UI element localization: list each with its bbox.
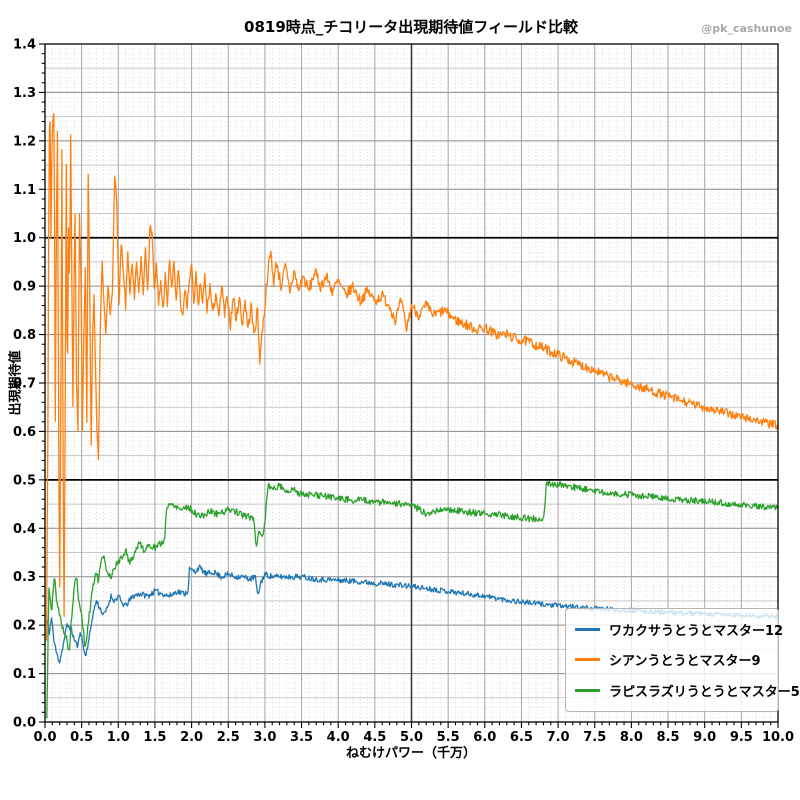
y-tick-label: 0.0	[13, 716, 36, 731]
x-tick-label: 8.5	[657, 730, 680, 745]
x-tick-label: 5.5	[437, 730, 460, 745]
legend-item-0: ワカクサうとうとマスター12	[575, 620, 783, 639]
y-tick-label: 0.4	[13, 522, 36, 537]
x-tick-label: 2.0	[180, 730, 203, 745]
x-tick-label: 9.5	[730, 730, 753, 745]
chart-title: 0819時点_チコリータ出現期待値フィールド比較	[244, 18, 578, 36]
x-tick-label: 5.0	[400, 730, 423, 745]
y-tick-label: 0.2	[13, 619, 36, 634]
x-tick-label: 3.0	[253, 730, 276, 745]
y-tick-label: 0.9	[13, 280, 36, 295]
y-tick-label: 0.8	[13, 328, 36, 343]
legend-label-0: ワカクサうとうとマスター12	[609, 623, 784, 639]
legend-label-1: シアンうとうとマスター9	[609, 654, 761, 670]
x-tick-label: 2.5	[217, 730, 240, 745]
x-tick-label: 10.0	[762, 730, 794, 745]
y-tick-label: 1.0	[13, 231, 36, 246]
x-tick-label: 7.0	[547, 730, 570, 745]
legend-item-2: ラピスラズリうとうとマスター5	[575, 681, 800, 700]
tick-labels: 0.0 0.5 1.0 1.5 2.0 2.5 3.0 3.5 4.0 4.5 5.0 5.5 6.0 6…	[13, 38, 794, 746]
x-tick-label: 4.5	[363, 730, 386, 745]
legend-box: ワカクサうとうとマスター12 シアンうとうとマスター9 ラピスラズリうとうとマスター…	[565, 608, 800, 712]
x-tick-label: 0.5	[70, 730, 93, 745]
x-tick-label: 8.0	[620, 730, 643, 745]
tick-marks	[39, 43, 779, 728]
grid-layer	[45, 44, 778, 722]
x-tick-label: 1.0	[107, 730, 130, 745]
watermark: @pk_cashunoe	[701, 22, 792, 35]
y-tick-label: 0.1	[13, 667, 36, 682]
y-tick-label: 0.7	[13, 377, 36, 392]
x-axis-label: ねむけパワー（千万）	[345, 746, 476, 761]
legend-label-2: ラピスラズリうとうとマスター5	[609, 685, 800, 701]
y-tick-label: 1.4	[13, 38, 36, 53]
reference-lines	[45, 44, 778, 722]
x-tick-label: 4.0	[327, 730, 350, 745]
y-axis-label: 出現期待値	[8, 350, 24, 416]
y-tick-label: 0.3	[13, 570, 36, 585]
x-tick-label: 3.5	[290, 730, 313, 745]
x-tick-label: 6.0	[473, 730, 496, 745]
y-tick-label: 1.2	[13, 134, 36, 149]
y-tick-label: 0.6	[13, 425, 36, 440]
legend-swatch-0	[575, 627, 600, 631]
x-tick-label: 6.5	[510, 730, 533, 745]
x-tick-label: 1.5	[143, 730, 166, 745]
series-line-2	[46, 480, 778, 719]
series-line-1	[45, 113, 778, 641]
legend-swatch-2	[575, 689, 600, 693]
x-tick-label: 7.5	[583, 730, 606, 745]
legend-item-1: シアンうとうとマスター9	[575, 650, 769, 669]
x-tick-label: 0.0	[33, 730, 56, 745]
legend-swatch-1	[575, 658, 600, 662]
y-tick-label: 1.3	[13, 86, 36, 101]
x-tick-label: 9.0	[693, 730, 716, 745]
y-tick-label: 0.5	[13, 473, 36, 488]
y-tick-label: 1.1	[13, 183, 36, 198]
